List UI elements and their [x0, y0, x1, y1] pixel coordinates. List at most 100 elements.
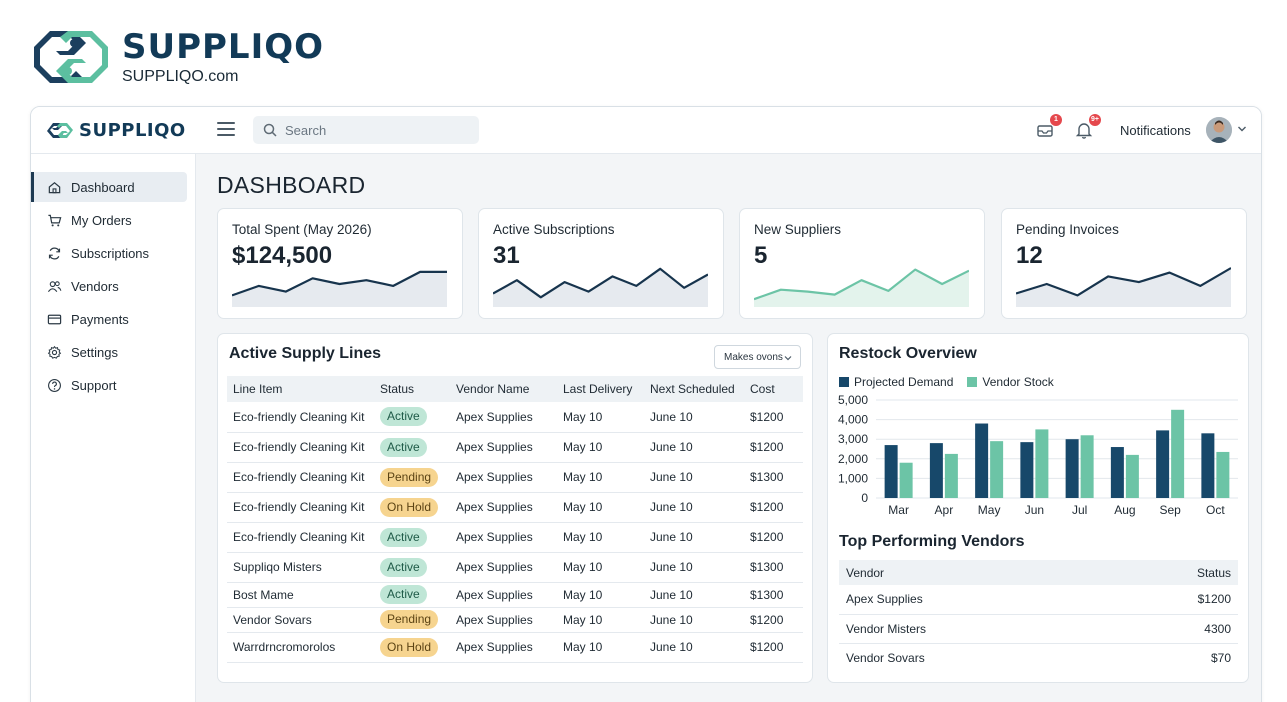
vendor-name-cell: Apex Supplies — [450, 582, 557, 608]
supply-lines-panel: Active Supply Lines Makes ovons Line Ite… — [217, 333, 813, 683]
search-input[interactable] — [285, 122, 465, 138]
bar-vendor-stock-may[interactable] — [990, 441, 1004, 498]
column-header[interactable]: Cost — [744, 376, 803, 402]
stat-card-active-subscriptions[interactable]: Active Subscriptions 31 — [478, 208, 724, 319]
table-row[interactable]: Vendor Misters 4300 — [839, 614, 1238, 644]
vendor-name-cell: Apex Supplies — [450, 552, 557, 583]
bar-vendor-stock-sep[interactable] — [1171, 409, 1185, 498]
line-item-cell: Eco-friendly Cleaning Kit — [227, 462, 374, 493]
sidebar-item-my-orders[interactable]: My Orders — [31, 205, 187, 235]
vendor-name-cell: Apex Supplies — [450, 632, 557, 663]
bar-projected-demand-oct[interactable] — [1201, 433, 1215, 498]
column-header[interactable]: Status — [374, 376, 450, 402]
supply-lines-title: Active Supply Lines — [229, 345, 382, 362]
supply-filter-dropdown[interactable]: Makes ovons — [714, 345, 801, 369]
bar-projected-demand-aug[interactable] — [1110, 447, 1124, 498]
cost-cell: $1200 — [744, 492, 803, 523]
sidebar-item-subscriptions[interactable]: Subscriptions — [31, 238, 187, 268]
notifications-link[interactable]: Notifications — [1120, 123, 1191, 138]
column-header[interactable]: Status — [1103, 560, 1238, 585]
legend-label: Projected Demand — [854, 375, 954, 389]
table-row[interactable]: Eco-friendly Cleaning Kit On Hold Apex Sup… — [227, 492, 803, 523]
sidebar-item-payments[interactable]: Payments — [31, 304, 187, 334]
bar-vendor-stock-apr[interactable] — [944, 453, 958, 498]
user-avatar[interactable] — [1206, 117, 1232, 143]
y-tick-label: 5,000 — [838, 393, 868, 407]
bar-projected-demand-jun[interactable] — [1020, 442, 1034, 498]
column-header[interactable]: Vendor Name — [450, 376, 557, 402]
stat-label: Active Subscriptions — [493, 222, 615, 237]
table-row[interactable]: Bost Mame Active Apex Supplies May 10 June 1… — [227, 582, 803, 608]
help-icon — [48, 378, 61, 392]
sidebar-item-vendors[interactable]: Vendors — [31, 271, 187, 301]
bar-vendor-stock-jun[interactable] — [1035, 429, 1049, 498]
bar-projected-demand-may[interactable] — [975, 423, 989, 498]
bar-vendor-stock-aug[interactable] — [1125, 454, 1139, 498]
table-row[interactable]: Eco-friendly Cleaning Kit Active Apex Supp… — [227, 432, 803, 463]
stat-value: 12 — [1016, 242, 1043, 269]
search-icon — [263, 123, 277, 137]
bell-badge: 9+ — [1089, 114, 1101, 126]
column-header[interactable]: Vendor — [839, 560, 1104, 585]
hamburger-menu-icon[interactable] — [217, 122, 235, 138]
vendor-name-cell: Vendor Sovars — [846, 650, 925, 665]
status-badge: Active — [380, 437, 427, 457]
sidebar-item-support[interactable]: Support — [31, 370, 187, 400]
stat-label: New Suppliers — [754, 222, 842, 237]
sidebar-item-settings[interactable]: Settings — [31, 337, 187, 367]
x-tick-label: Jun — [1025, 503, 1044, 517]
next-scheduled-cell: June 10 — [644, 492, 744, 523]
next-scheduled-cell: June 10 — [644, 522, 744, 553]
column-header[interactable]: Next Scheduled — [644, 376, 744, 402]
table-row[interactable]: Eco-friendly Cleaning Kit Active Apex Supp… — [227, 522, 803, 553]
inbox-button[interactable]: 1 — [1035, 114, 1062, 140]
cost-cell: $1300 — [744, 552, 803, 583]
vendor-name-cell: Apex Supplies — [450, 607, 557, 633]
bar-vendor-stock-oct[interactable] — [1216, 451, 1230, 498]
bell-button[interactable]: 9+ — [1074, 114, 1101, 140]
sidebar-item-dashboard[interactable]: Dashboard — [31, 172, 187, 202]
y-tick-label: 0 — [861, 491, 868, 505]
table-row[interactable]: Eco-friendly Cleaning Kit Pending Apex Sup… — [227, 462, 803, 493]
table-row[interactable]: Suppliqo Misters Active Apex Supplies May 1… — [227, 552, 803, 583]
sparkline-line — [754, 268, 969, 301]
table-header-row: Line Item Status Vendor Name Last Delive… — [227, 376, 803, 402]
bar-projected-demand-sep[interactable] — [1156, 430, 1170, 498]
table-row[interactable]: Vendor Sovars Pending Apex Supplies May 10 J… — [227, 607, 803, 633]
sparkline-chart — [1016, 267, 1231, 307]
stat-value: 5 — [754, 242, 768, 269]
sparkline-line — [232, 270, 447, 297]
cost-cell: $1200 — [744, 402, 803, 433]
table-row[interactable]: Eco-friendly Cleaning Kit Active Apex Supp… — [227, 402, 803, 433]
bar-vendor-stock-mar[interactable] — [899, 462, 913, 498]
stat-card-new-suppliers[interactable]: New Suppliers 5 — [739, 208, 985, 319]
column-header[interactable]: Last Delivery — [557, 376, 644, 402]
bar-projected-demand-jul[interactable] — [1065, 439, 1079, 498]
inbox-badge: 1 — [1050, 114, 1062, 126]
topbar-logo-text: SUPPLIQO — [79, 119, 186, 141]
bar-projected-demand-mar[interactable] — [884, 445, 898, 498]
stat-label: Total Spent (May 2026) — [232, 222, 372, 237]
bar-vendor-stock-jul[interactable] — [1080, 435, 1094, 498]
sidebar: Dashboard My Orders Subscriptions Vendor… — [31, 154, 196, 702]
search-box[interactable] — [253, 116, 479, 144]
x-tick-label: Sep — [1159, 503, 1181, 517]
status-cell: Active — [374, 522, 450, 553]
column-header[interactable]: Line Item — [227, 376, 374, 402]
cost-cell: $1200 — [744, 632, 803, 663]
last-delivery-cell: May 10 — [557, 462, 644, 493]
topbar-logo[interactable]: SUPPLIQO — [45, 119, 186, 141]
table-row[interactable]: Warrdrncromorolos On Hold Apex Supplies May… — [227, 632, 803, 663]
bar-projected-demand-apr[interactable] — [929, 443, 943, 498]
sparkline-line — [1016, 267, 1231, 297]
gear-icon — [47, 345, 62, 359]
line-item-cell: Warrdrncromorolos — [227, 632, 374, 663]
stat-card-total-spent[interactable]: Total Spent (May 2026) $124,500 — [217, 208, 463, 319]
table-row[interactable]: Vendor Sovars $70 — [839, 643, 1238, 672]
chevron-down-icon[interactable] — [1237, 124, 1247, 134]
top-vendors-title: Top Performing Vendors — [839, 533, 1025, 550]
stat-card-pending-invoices[interactable]: Pending Invoices 12 — [1001, 208, 1247, 319]
next-scheduled-cell: June 10 — [644, 607, 744, 633]
last-delivery-cell: May 10 — [557, 632, 644, 663]
table-row[interactable]: Apex Supplies $1200 — [839, 585, 1238, 615]
